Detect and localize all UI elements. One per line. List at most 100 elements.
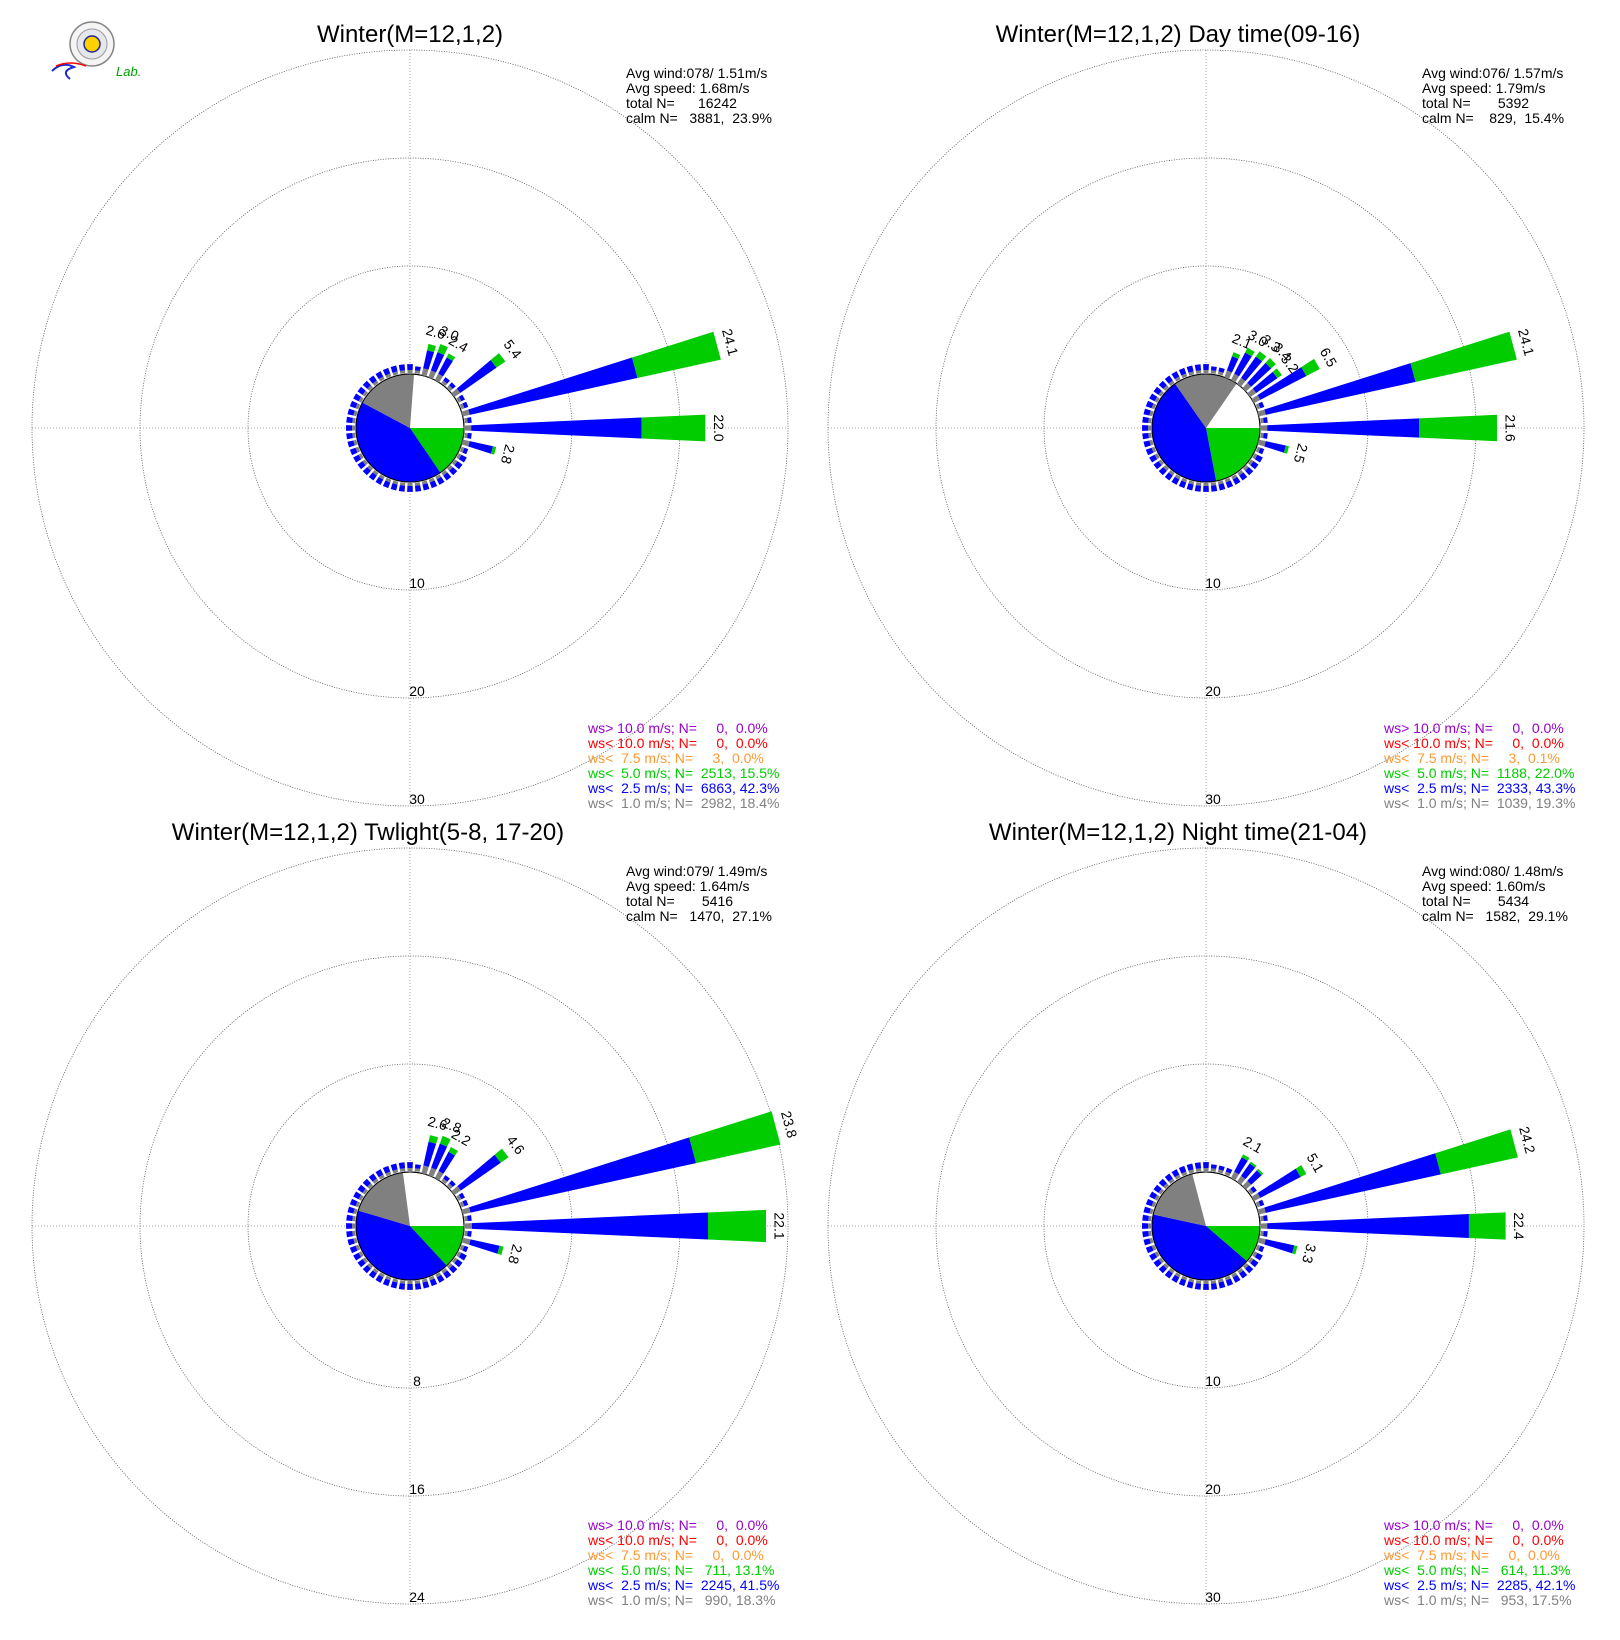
minor-sector-blue bbox=[390, 365, 398, 373]
sector-bar-green bbox=[1245, 347, 1255, 357]
legend-entry: ws< 5.0 m/s; N= 711, 13.1% bbox=[587, 1562, 775, 1578]
minor-sector-gray bbox=[1231, 474, 1238, 480]
sector-bar-blue bbox=[471, 1212, 708, 1240]
minor-sector-gray bbox=[352, 1215, 356, 1222]
minor-sector-gray bbox=[1188, 480, 1195, 485]
stats-line: calm N= 1582, 29.1% bbox=[1422, 908, 1568, 924]
minor-sector-blue bbox=[443, 1175, 450, 1182]
minor-sector-blue bbox=[467, 1215, 472, 1222]
minor-sector-gray bbox=[378, 376, 385, 382]
minor-sector-gray bbox=[1174, 474, 1181, 480]
minor-sector-gray bbox=[367, 465, 373, 471]
minor-sector-blue bbox=[429, 480, 438, 489]
minor-sector-blue bbox=[1218, 1165, 1225, 1171]
sector-bar-calm bbox=[428, 370, 436, 380]
sector-bar-blue bbox=[423, 350, 435, 370]
minor-sector-blue bbox=[1171, 1274, 1180, 1283]
minor-sector-blue bbox=[1164, 1270, 1173, 1279]
minor-sector-gray bbox=[367, 385, 373, 391]
chart-title: Winter(M=12,1,2) Day time(09-16) bbox=[996, 21, 1361, 48]
minor-sector-blue bbox=[449, 1265, 458, 1274]
minor-sector-blue bbox=[346, 425, 353, 431]
minor-sector-blue bbox=[1153, 461, 1162, 470]
sector-value-label: 2.1 bbox=[1230, 330, 1254, 352]
minor-sector-blue bbox=[353, 1252, 362, 1261]
minor-sector-blue bbox=[1149, 393, 1158, 402]
minor-sector-blue bbox=[414, 1164, 421, 1169]
minor-sector-gray bbox=[428, 1275, 435, 1281]
sector-bar-calm bbox=[461, 1207, 471, 1215]
minor-sector-gray bbox=[459, 403, 465, 410]
minor-sector-blue bbox=[398, 1162, 406, 1169]
sector-bar-blue bbox=[1252, 371, 1278, 393]
sector-bar-calm bbox=[463, 425, 472, 431]
sector-value-label: 21.6 bbox=[1503, 414, 1519, 441]
minor-sector-blue bbox=[1171, 1169, 1180, 1178]
minor-sector-gray bbox=[1149, 1208, 1154, 1215]
minor-sector-blue bbox=[462, 1245, 469, 1253]
minor-sector-gray bbox=[1243, 1263, 1249, 1269]
minor-sector-blue bbox=[1263, 1230, 1268, 1237]
legend-entry: ws< 2.5 m/s; N= 2285, 42.1% bbox=[1383, 1577, 1575, 1593]
minor-sector-blue bbox=[1218, 1281, 1226, 1289]
minor-sector-gray bbox=[464, 417, 468, 424]
minor-sector-gray bbox=[1158, 390, 1164, 397]
legend-entry: ws> 10.0 m/s; N= 0, 0.0% bbox=[587, 1517, 768, 1533]
minor-sector-gray bbox=[385, 1275, 392, 1281]
minor-sector-gray bbox=[1148, 425, 1152, 431]
logo-swirl-s bbox=[51, 63, 77, 80]
minor-sector-blue bbox=[1250, 1259, 1259, 1268]
minor-sector-blue bbox=[362, 467, 371, 476]
minor-sector-gray bbox=[1203, 1168, 1209, 1172]
minor-sector-blue bbox=[1203, 485, 1209, 492]
stats-line: Avg speed: 1.68m/s bbox=[626, 80, 749, 96]
sector-bar-green bbox=[1419, 414, 1497, 442]
sector-bar-blue bbox=[438, 1151, 456, 1174]
minor-sector-blue bbox=[1142, 425, 1149, 431]
minor-sector-blue bbox=[407, 1283, 413, 1290]
minor-sector-blue bbox=[1149, 1252, 1158, 1261]
sector-bar-green bbox=[1292, 1245, 1298, 1255]
minor-sector-gray bbox=[1149, 410, 1154, 417]
pie-slice-green bbox=[1206, 1226, 1260, 1262]
ring-label: 20 bbox=[1205, 1481, 1221, 1497]
stats-line: Avg speed: 1.79m/s bbox=[1422, 80, 1545, 96]
minor-sector-gray bbox=[1248, 1257, 1254, 1264]
minor-sector-gray bbox=[362, 1257, 368, 1264]
minor-sector-gray bbox=[353, 1208, 358, 1215]
sector-bar-green bbox=[1241, 1154, 1250, 1161]
minor-sector-blue bbox=[1149, 454, 1158, 463]
minor-sector-gray bbox=[1174, 1272, 1181, 1278]
pie-slice-blue bbox=[1152, 383, 1217, 482]
logo-swirl-red bbox=[55, 62, 87, 67]
logo-seal-center bbox=[83, 35, 101, 53]
sector-value-label: 23.8 bbox=[778, 1109, 801, 1140]
sector-bar-calm bbox=[1259, 1223, 1268, 1229]
minor-sector-gray bbox=[1154, 396, 1160, 403]
sector-value-label: 2.8 bbox=[505, 1243, 526, 1266]
minor-sector-blue bbox=[1232, 476, 1241, 485]
sector-bar-calm bbox=[434, 1170, 444, 1181]
minor-sector-blue bbox=[375, 476, 384, 485]
sector-bar-blue bbox=[468, 441, 494, 454]
minor-sector-blue bbox=[349, 400, 358, 409]
stats-line: calm N= 3881, 23.9% bbox=[626, 110, 772, 126]
minor-sector-blue bbox=[382, 1278, 391, 1287]
minor-sector-blue bbox=[1258, 401, 1265, 409]
minor-sector-blue bbox=[1263, 432, 1268, 439]
minor-sector-blue bbox=[1143, 408, 1151, 416]
minor-sector-gray bbox=[362, 390, 368, 397]
minor-sector-gray bbox=[1168, 380, 1175, 386]
minor-sector-gray bbox=[1217, 1278, 1224, 1283]
sector-bar-blue bbox=[1257, 1168, 1301, 1198]
minor-sector-blue bbox=[1210, 366, 1217, 371]
legend-entry: ws< 10.0 m/s; N= 0, 0.0% bbox=[587, 1532, 768, 1548]
minor-sector-blue bbox=[462, 1199, 469, 1207]
minor-sector-blue bbox=[1153, 1259, 1162, 1268]
minor-sector-gray bbox=[353, 410, 358, 417]
minor-sector-gray bbox=[407, 1168, 413, 1172]
minor-sector-gray bbox=[441, 380, 448, 386]
sector-value-label: 24.2 bbox=[1516, 1125, 1539, 1156]
minor-sector-gray bbox=[1217, 371, 1224, 376]
minor-sector-gray bbox=[1188, 371, 1195, 376]
